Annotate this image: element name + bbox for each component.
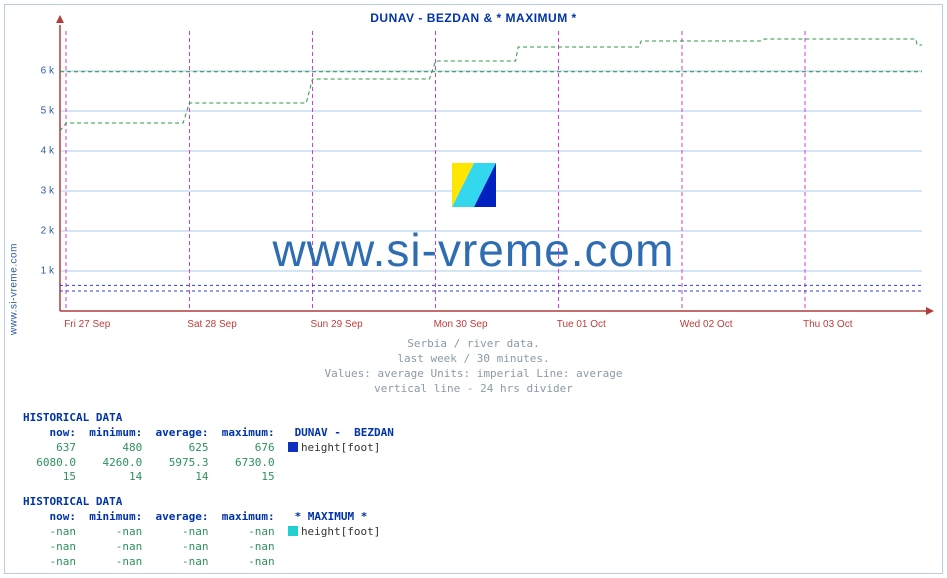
- caption-line: Values: average Units: imperial Line: av…: [5, 367, 942, 382]
- x-tick-label: Tue 01 Oct: [557, 319, 606, 330]
- caption-line: vertical line - 24 hrs divider: [5, 382, 942, 397]
- y-tick-label: 3 k: [41, 186, 54, 197]
- outer-frame: DUNAV - BEZDAN & * MAXIMUM * www.si-vrem…: [4, 4, 943, 574]
- watermark-logo: [452, 163, 496, 211]
- y-tick-label: 1 k: [41, 266, 54, 277]
- x-tick-label: Thu 03 Oct: [803, 319, 852, 330]
- x-tick-label: Sun 29 Sep: [310, 319, 362, 330]
- data-tables: HISTORICAL DATA now: minimum: average: m…: [23, 411, 394, 569]
- historical-table-1: HISTORICAL DATA now: minimum: average: m…: [23, 411, 394, 485]
- y-tick-label: 4 k: [41, 146, 54, 157]
- chart-title: DUNAV - BEZDAN & * MAXIMUM *: [5, 5, 942, 27]
- historical-table-2: HISTORICAL DATA now: minimum: average: m…: [23, 495, 394, 569]
- y-tick-label: 5 k: [41, 106, 54, 117]
- caption-line: Serbia / river data.: [5, 337, 942, 352]
- x-tick-label: Wed 02 Oct: [680, 319, 733, 330]
- y-tick-label: 2 k: [41, 226, 54, 237]
- x-tick-label: Fri 27 Sep: [64, 319, 110, 330]
- chart-caption: Serbia / river data. last week / 30 minu…: [5, 337, 942, 396]
- y-axis-label: www.si-vreme.com: [9, 243, 20, 335]
- x-tick-label: Mon 30 Sep: [434, 319, 488, 330]
- caption-line: last week / 30 minutes.: [5, 352, 942, 367]
- logo-icon: [452, 163, 496, 207]
- x-tick-label: Sat 28 Sep: [187, 319, 236, 330]
- y-tick-label: 6 k: [41, 66, 54, 77]
